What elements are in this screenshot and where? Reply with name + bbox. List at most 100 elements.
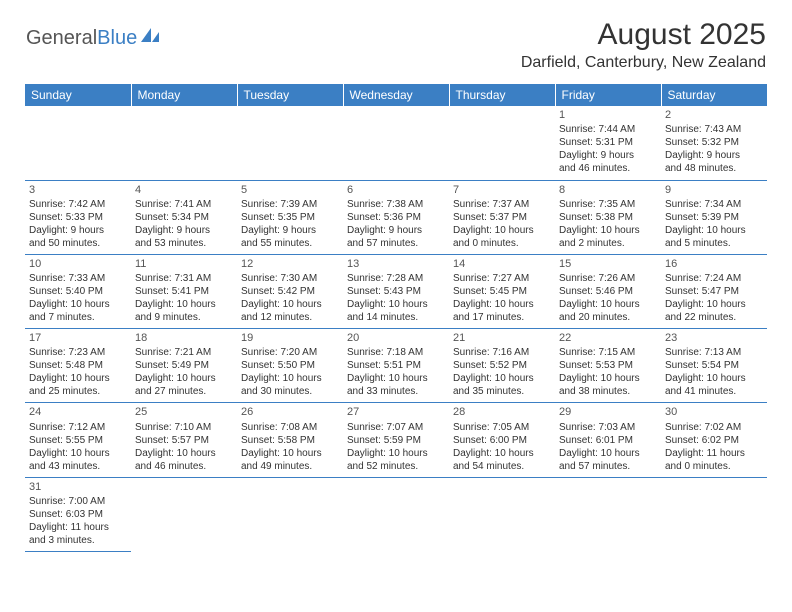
day-number: 14 bbox=[453, 257, 551, 271]
day-number: 29 bbox=[559, 405, 657, 419]
day-header: Saturday bbox=[661, 84, 767, 106]
calendar-row: 24Sunrise: 7:12 AMSunset: 5:55 PMDayligh… bbox=[25, 403, 767, 477]
sunset-text: Sunset: 5:37 PM bbox=[453, 211, 551, 224]
sunrise-text: Sunrise: 7:13 AM bbox=[665, 346, 763, 359]
daylight-text: Daylight: 10 hours bbox=[347, 447, 445, 460]
sunrise-text: Sunrise: 7:00 AM bbox=[29, 495, 127, 508]
day-number: 18 bbox=[135, 331, 233, 345]
daylight-text: Daylight: 9 hours bbox=[29, 224, 127, 237]
daylight-text: and 3 minutes. bbox=[29, 534, 127, 547]
sunset-text: Sunset: 5:32 PM bbox=[665, 136, 763, 149]
sunset-text: Sunset: 5:36 PM bbox=[347, 211, 445, 224]
calendar-cell bbox=[661, 477, 767, 551]
sunset-text: Sunset: 5:51 PM bbox=[347, 359, 445, 372]
sunset-text: Sunset: 5:48 PM bbox=[29, 359, 127, 372]
location: Darfield, Canterbury, New Zealand bbox=[521, 54, 766, 72]
daylight-text: Daylight: 10 hours bbox=[453, 372, 551, 385]
sunset-text: Sunset: 5:41 PM bbox=[135, 285, 233, 298]
daylight-text: and 53 minutes. bbox=[135, 237, 233, 250]
sunset-text: Sunset: 5:58 PM bbox=[241, 434, 339, 447]
calendar-cell: 5Sunrise: 7:39 AMSunset: 5:35 PMDaylight… bbox=[237, 180, 343, 254]
daylight-text: Daylight: 10 hours bbox=[135, 298, 233, 311]
day-number: 21 bbox=[453, 331, 551, 345]
day-header: Friday bbox=[555, 84, 661, 106]
calendar-table: Sunday Monday Tuesday Wednesday Thursday… bbox=[25, 84, 767, 552]
daylight-text: and 27 minutes. bbox=[135, 385, 233, 398]
calendar-cell bbox=[131, 477, 237, 551]
sunrise-text: Sunrise: 7:18 AM bbox=[347, 346, 445, 359]
calendar-cell bbox=[237, 477, 343, 551]
logo-text-blue: Blue bbox=[97, 27, 137, 50]
day-number: 15 bbox=[559, 257, 657, 271]
logo: GeneralBlue bbox=[26, 26, 161, 50]
month-title: August 2025 bbox=[521, 18, 766, 52]
sunrise-text: Sunrise: 7:15 AM bbox=[559, 346, 657, 359]
daylight-text: Daylight: 9 hours bbox=[347, 224, 445, 237]
day-number: 25 bbox=[135, 405, 233, 419]
daylight-text: and 0 minutes. bbox=[453, 237, 551, 250]
calendar-row: 3Sunrise: 7:42 AMSunset: 5:33 PMDaylight… bbox=[25, 180, 767, 254]
daylight-text: and 57 minutes. bbox=[347, 237, 445, 250]
calendar-cell: 11Sunrise: 7:31 AMSunset: 5:41 PMDayligh… bbox=[131, 254, 237, 328]
daylight-text: Daylight: 10 hours bbox=[241, 447, 339, 460]
daylight-text: and 20 minutes. bbox=[559, 311, 657, 324]
day-number: 10 bbox=[29, 257, 127, 271]
daylight-text: and 55 minutes. bbox=[241, 237, 339, 250]
daylight-text: and 9 minutes. bbox=[135, 311, 233, 324]
calendar-cell: 27Sunrise: 7:07 AMSunset: 5:59 PMDayligh… bbox=[343, 403, 449, 477]
daylight-text: Daylight: 9 hours bbox=[241, 224, 339, 237]
daylight-text: Daylight: 10 hours bbox=[559, 372, 657, 385]
sunrise-text: Sunrise: 7:30 AM bbox=[241, 272, 339, 285]
sunrise-text: Sunrise: 7:37 AM bbox=[453, 198, 551, 211]
day-number: 20 bbox=[347, 331, 445, 345]
day-number: 30 bbox=[665, 405, 763, 419]
daylight-text: Daylight: 10 hours bbox=[665, 298, 763, 311]
sunrise-text: Sunrise: 7:23 AM bbox=[29, 346, 127, 359]
calendar-cell: 24Sunrise: 7:12 AMSunset: 5:55 PMDayligh… bbox=[25, 403, 131, 477]
sunset-text: Sunset: 5:46 PM bbox=[559, 285, 657, 298]
calendar-cell: 3Sunrise: 7:42 AMSunset: 5:33 PMDaylight… bbox=[25, 180, 131, 254]
calendar-row: 10Sunrise: 7:33 AMSunset: 5:40 PMDayligh… bbox=[25, 254, 767, 328]
daylight-text: and 43 minutes. bbox=[29, 460, 127, 473]
day-header-row: Sunday Monday Tuesday Wednesday Thursday… bbox=[25, 84, 767, 106]
sunset-text: Sunset: 5:45 PM bbox=[453, 285, 551, 298]
day-number: 27 bbox=[347, 405, 445, 419]
daylight-text: Daylight: 10 hours bbox=[29, 372, 127, 385]
sunrise-text: Sunrise: 7:43 AM bbox=[665, 123, 763, 136]
daylight-text: and 30 minutes. bbox=[241, 385, 339, 398]
logo-text-general: General bbox=[26, 27, 97, 50]
calendar-cell bbox=[449, 477, 555, 551]
daylight-text: and 46 minutes. bbox=[559, 162, 657, 175]
day-number: 9 bbox=[665, 183, 763, 197]
sunrise-text: Sunrise: 7:03 AM bbox=[559, 421, 657, 434]
daylight-text: Daylight: 10 hours bbox=[241, 298, 339, 311]
daylight-text: and 5 minutes. bbox=[665, 237, 763, 250]
sunrise-text: Sunrise: 7:08 AM bbox=[241, 421, 339, 434]
daylight-text: Daylight: 9 hours bbox=[665, 149, 763, 162]
daylight-text: and 41 minutes. bbox=[665, 385, 763, 398]
calendar-cell bbox=[343, 477, 449, 551]
day-number: 17 bbox=[29, 331, 127, 345]
calendar-cell: 23Sunrise: 7:13 AMSunset: 5:54 PMDayligh… bbox=[661, 329, 767, 403]
daylight-text: and 46 minutes. bbox=[135, 460, 233, 473]
day-number: 26 bbox=[241, 405, 339, 419]
sunset-text: Sunset: 6:03 PM bbox=[29, 508, 127, 521]
sunset-text: Sunset: 5:50 PM bbox=[241, 359, 339, 372]
daylight-text: and 54 minutes. bbox=[453, 460, 551, 473]
calendar-cell: 8Sunrise: 7:35 AMSunset: 5:38 PMDaylight… bbox=[555, 180, 661, 254]
calendar-cell: 25Sunrise: 7:10 AMSunset: 5:57 PMDayligh… bbox=[131, 403, 237, 477]
day-header: Wednesday bbox=[343, 84, 449, 106]
sunset-text: Sunset: 5:31 PM bbox=[559, 136, 657, 149]
calendar-row: 1Sunrise: 7:44 AMSunset: 5:31 PMDaylight… bbox=[25, 106, 767, 180]
daylight-text: Daylight: 10 hours bbox=[29, 447, 127, 460]
daylight-text: Daylight: 10 hours bbox=[559, 298, 657, 311]
day-header: Tuesday bbox=[237, 84, 343, 106]
sunrise-text: Sunrise: 7:27 AM bbox=[453, 272, 551, 285]
calendar-cell: 21Sunrise: 7:16 AMSunset: 5:52 PMDayligh… bbox=[449, 329, 555, 403]
sunrise-text: Sunrise: 7:42 AM bbox=[29, 198, 127, 211]
day-number: 23 bbox=[665, 331, 763, 345]
daylight-text: and 25 minutes. bbox=[29, 385, 127, 398]
sunset-text: Sunset: 5:33 PM bbox=[29, 211, 127, 224]
calendar-cell: 22Sunrise: 7:15 AMSunset: 5:53 PMDayligh… bbox=[555, 329, 661, 403]
sunrise-text: Sunrise: 7:07 AM bbox=[347, 421, 445, 434]
